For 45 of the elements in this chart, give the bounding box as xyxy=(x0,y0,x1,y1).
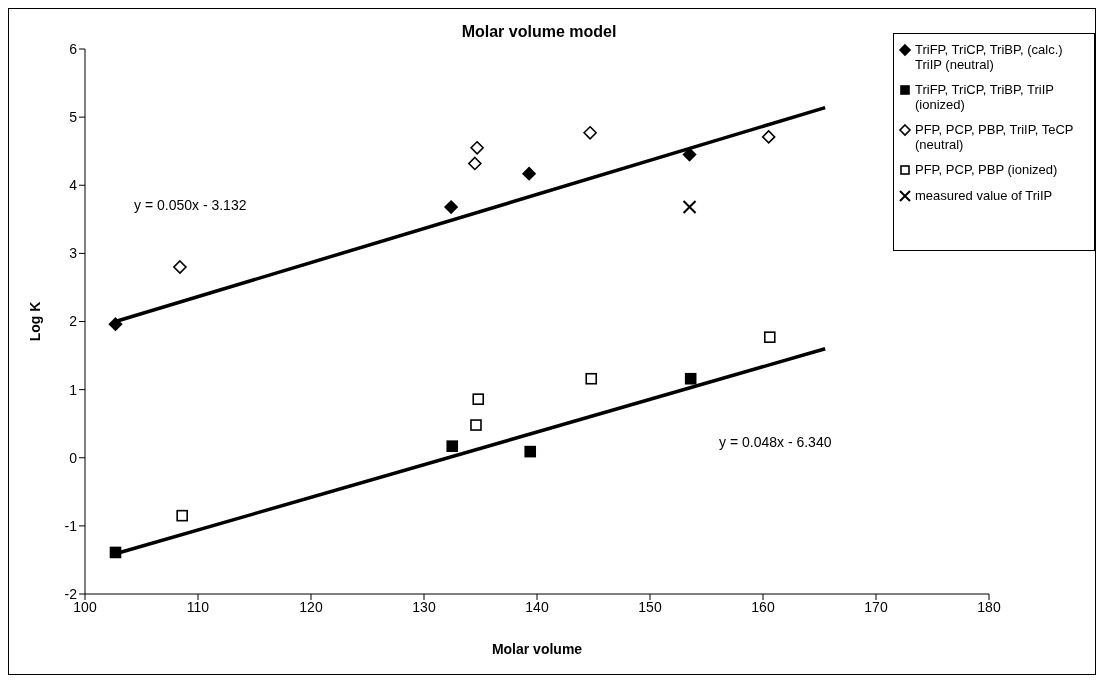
annotation: y = 0.050x - 3.132 xyxy=(134,197,247,213)
x-tick-label: 140 xyxy=(525,598,549,615)
point xyxy=(468,156,482,171)
point xyxy=(470,140,484,155)
point xyxy=(585,372,598,385)
y-tick-label: 3 xyxy=(69,245,78,262)
point xyxy=(472,393,485,405)
y-tick-label: 0 xyxy=(69,449,78,466)
x-tick-label: 130 xyxy=(412,598,436,615)
point xyxy=(522,166,536,181)
point xyxy=(446,440,459,452)
legend-label: TriFP, TriCP, TriBP, TriIP (ionized) xyxy=(915,82,1055,112)
y-tick-label: 4 xyxy=(69,177,78,194)
chart-title: Molar volume model xyxy=(460,23,618,41)
point xyxy=(761,130,776,144)
legend-label: TriFP, TriCP, TriBP, (calc.) TriIP (neutral) xyxy=(915,42,1064,72)
y-tick-label: 6 xyxy=(69,40,78,57)
legend-label: measured value of TriIP xyxy=(915,188,1053,203)
y-tick-label: 5 xyxy=(69,109,78,126)
y-axis-title: Log K xyxy=(26,301,43,342)
x-tick-label: 150 xyxy=(638,598,662,615)
x-tick-label: 110 xyxy=(186,598,210,615)
annotation: y = 0.048x - 6.340 xyxy=(719,434,832,450)
legend-label: PFP, PCP, PBP (ionized) xyxy=(915,162,1058,177)
point xyxy=(524,445,537,458)
x-tick-label: 120 xyxy=(299,598,323,615)
point xyxy=(109,546,122,559)
legend-label: PFP, PCP, PBP, TriIP, TeCP (neutral) xyxy=(915,122,1075,152)
x-tick-label: 160 xyxy=(751,598,775,615)
point xyxy=(176,509,188,522)
y-tick-label: -1 xyxy=(64,517,78,534)
point xyxy=(763,331,776,343)
x-tick-label: 170 xyxy=(864,598,888,615)
point xyxy=(684,372,697,385)
y-tick-label: 2 xyxy=(69,313,78,330)
point xyxy=(470,419,482,431)
point xyxy=(173,260,187,274)
point xyxy=(682,147,697,162)
point xyxy=(444,200,458,214)
x-tick-label: 180 xyxy=(977,598,1001,615)
x-axis-title: Molar volume xyxy=(491,641,583,657)
y-tick-label: 1 xyxy=(69,381,78,398)
point xyxy=(108,317,123,332)
point xyxy=(583,125,597,140)
point xyxy=(682,200,697,215)
